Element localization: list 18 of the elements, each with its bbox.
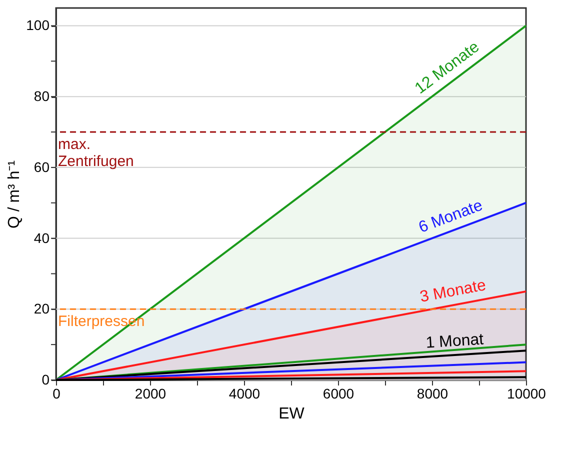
x-tick-label: 10000 — [507, 386, 546, 402]
x-tick-label: 4000 — [228, 386, 260, 402]
x-tick-label: 6000 — [322, 386, 354, 402]
text: 3 Monate — [418, 276, 488, 306]
series-label: 1 Monat — [425, 331, 485, 352]
y-tick-label: 100 — [26, 17, 50, 34]
y-tick-label: 60 — [34, 158, 50, 175]
text: 6 Monate — [416, 197, 486, 237]
ref-line-label: max. Zentrifugen — [58, 136, 134, 170]
x-tick-label: 8000 — [416, 386, 448, 402]
y-axis-title: Q / m³ h⁻¹ — [6, 160, 24, 229]
x-tick-label: 0 — [52, 386, 61, 402]
x-axis-title: EW — [278, 406, 306, 422]
y-tick-label: 40 — [34, 230, 50, 246]
y-tick-label: 0 — [42, 372, 50, 388]
y-tick-label: 80 — [34, 88, 50, 104]
x-tick-label: 2000 — [134, 386, 166, 402]
y-tick-label: 20 — [34, 300, 50, 317]
